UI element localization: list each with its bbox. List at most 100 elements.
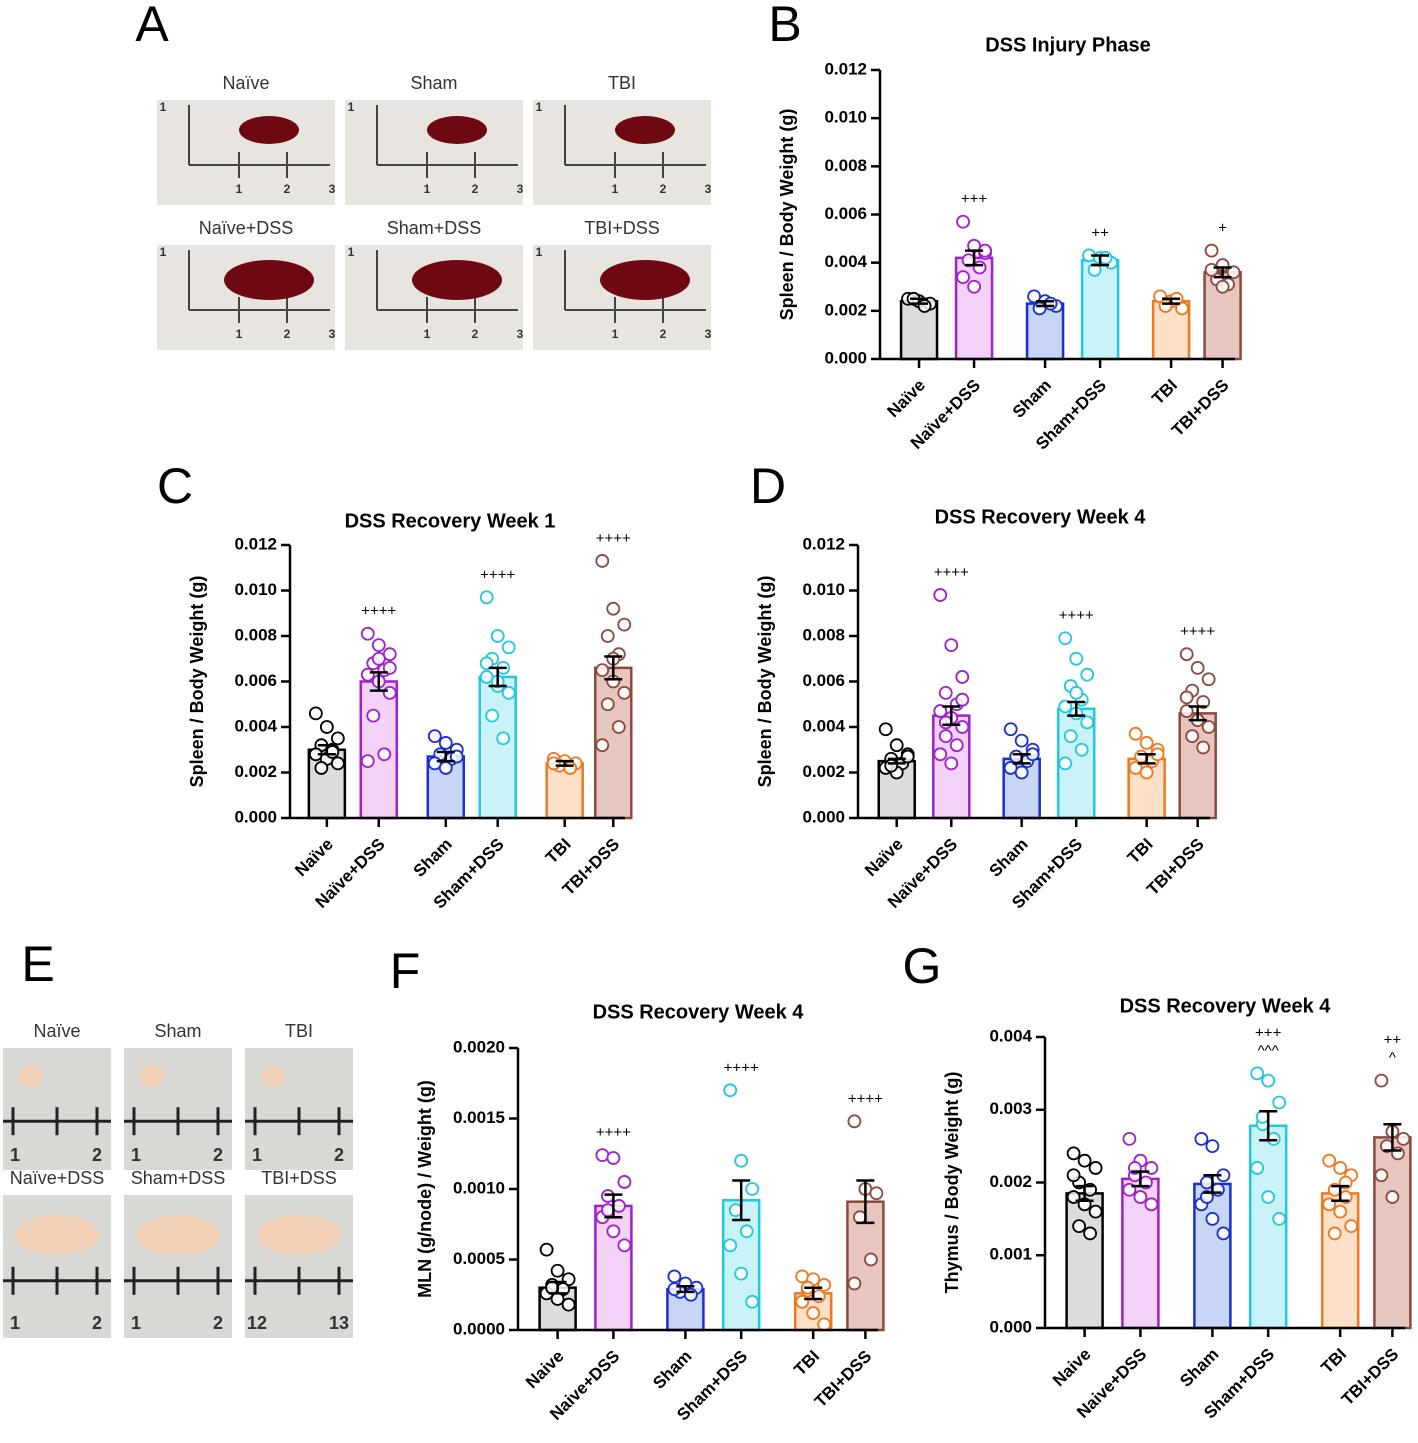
data-point — [1204, 262, 1219, 277]
data-point — [1133, 1190, 1148, 1204]
specimen — [261, 1065, 285, 1087]
specimen — [224, 260, 314, 300]
significance: ++++ — [1059, 607, 1094, 624]
ruler-label: 3 — [705, 327, 712, 341]
ruler-label: 3 — [329, 182, 336, 196]
significance: ++++ — [724, 1059, 759, 1076]
data-point — [1261, 1190, 1276, 1204]
data-point — [878, 722, 893, 737]
panel-letter: E — [21, 936, 54, 992]
data-point — [617, 617, 632, 632]
ruler-label: 1 — [236, 327, 243, 341]
data-point — [847, 1276, 862, 1291]
ruler-label: 1 — [348, 245, 355, 259]
data-point — [967, 279, 981, 294]
data-point — [330, 731, 345, 746]
data-point — [1003, 722, 1018, 737]
data-point — [438, 736, 453, 750]
data-point — [360, 754, 375, 769]
ruler-label: 3 — [329, 327, 336, 341]
data-point — [1179, 704, 1194, 718]
ruler-label: 1 — [160, 100, 167, 114]
y-tick-label: 0.000 — [989, 1317, 1032, 1336]
ruler-label: 1 — [131, 1145, 141, 1165]
significance: ++++ — [361, 603, 396, 620]
data-point — [427, 729, 442, 743]
data-point — [1088, 1161, 1103, 1175]
y-tick-label: 0.001 — [989, 1245, 1032, 1264]
ruler-label: 1 — [612, 182, 619, 196]
y-tick-label: 0.006 — [824, 204, 867, 223]
data-point — [1200, 1175, 1214, 1190]
chart-title: DSS Injury Phase — [985, 34, 1151, 56]
data-point — [1272, 1211, 1287, 1226]
data-point — [545, 1280, 559, 1295]
data-point — [1385, 1190, 1400, 1204]
data-point — [371, 651, 386, 666]
data-point — [1226, 265, 1241, 280]
ruler-label: 1 — [536, 245, 543, 259]
data-point — [1066, 1146, 1081, 1161]
ruler-label: 2 — [472, 182, 479, 196]
specimen — [257, 1215, 341, 1255]
x-tick-label: TBI+DSS — [811, 1347, 876, 1412]
data-point — [606, 1151, 621, 1165]
specimen — [427, 116, 487, 144]
ruler-label: 1 — [131, 1313, 141, 1333]
data-point — [606, 601, 621, 616]
data-point — [933, 747, 948, 762]
data-point — [1014, 765, 1029, 780]
data-point — [501, 685, 516, 700]
data-point — [1196, 695, 1211, 709]
photo — [533, 100, 711, 205]
data-point — [606, 1224, 621, 1239]
data-point — [1396, 1131, 1411, 1146]
panel-letter: A — [135, 0, 169, 52]
photo — [157, 100, 335, 205]
data-point — [1069, 685, 1084, 700]
data-point — [479, 656, 494, 671]
data-point — [1344, 1219, 1359, 1234]
chart-title: DSS Recovery Week 4 — [593, 1001, 805, 1023]
data-point — [496, 731, 511, 746]
data-point — [1216, 1226, 1231, 1241]
panel-letter: G — [903, 938, 942, 994]
x-tick-label: Naive — [522, 1347, 568, 1393]
data-point — [1043, 296, 1058, 311]
data-point — [817, 1277, 832, 1292]
data-point — [550, 1263, 565, 1278]
data-point — [1069, 651, 1084, 666]
data-point — [889, 738, 904, 753]
bar — [1373, 1136, 1412, 1330]
y-tick-label: 0.003 — [989, 1099, 1032, 1118]
data-point — [1072, 1219, 1086, 1234]
ruler-label: 2 — [660, 327, 667, 341]
data-point — [1333, 1204, 1348, 1219]
data-point — [550, 1292, 565, 1306]
data-point — [739, 1224, 754, 1239]
data-point — [949, 738, 964, 753]
significance: ++++ — [934, 564, 969, 581]
x-tick-label: Naïve — [861, 835, 907, 881]
data-point — [546, 756, 561, 771]
specimen — [615, 116, 675, 144]
data-point — [745, 1294, 760, 1309]
significance: ^ — [1389, 1050, 1396, 1067]
data-point — [1211, 1182, 1225, 1197]
data-point — [595, 554, 610, 568]
significance: ++ — [1384, 1032, 1402, 1049]
data-point — [1190, 660, 1205, 675]
significance: +++ — [1255, 1024, 1282, 1041]
ruler-label: 2 — [284, 182, 291, 196]
y-tick-label: 0.004 — [802, 716, 845, 735]
y-tick-label: 0.006 — [234, 671, 277, 690]
significance: ++++ — [596, 1124, 631, 1141]
x-tick-label: Sham — [1009, 376, 1055, 422]
data-point — [1327, 1226, 1342, 1241]
data-point — [595, 663, 610, 678]
data-point — [944, 756, 959, 771]
photo-label: TBI+DSS — [261, 1168, 337, 1188]
photo-label: Naïve — [222, 73, 269, 93]
significance: + — [1218, 220, 1227, 237]
data-point — [795, 1269, 810, 1284]
